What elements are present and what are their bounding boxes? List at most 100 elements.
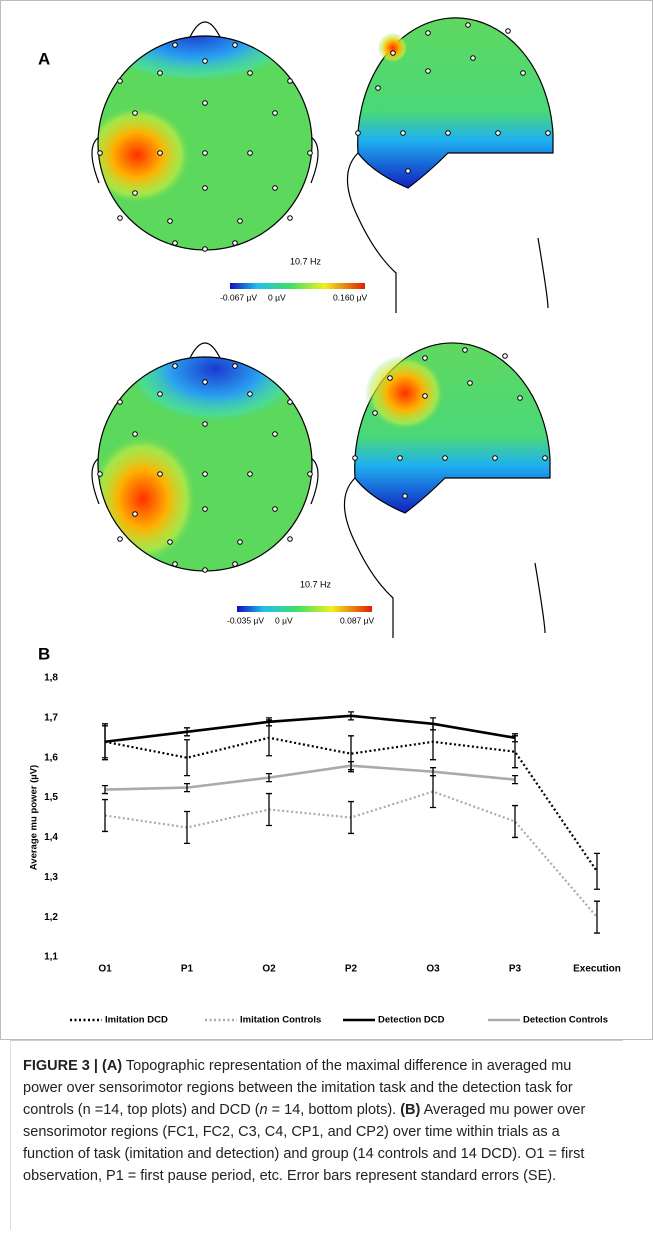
error-bar	[184, 739, 190, 777]
electrode	[157, 391, 163, 397]
electrode	[132, 110, 138, 116]
topomap	[98, 357, 312, 571]
electrode	[492, 455, 498, 461]
error-bar	[102, 798, 108, 833]
electrode	[172, 363, 178, 369]
x-tick-label: P3	[509, 964, 522, 975]
x-tick-label: Execution	[573, 964, 621, 975]
colorbar-label: 0.087 µV	[340, 615, 375, 625]
error-bar	[430, 767, 436, 777]
electrode	[157, 150, 163, 156]
ear	[310, 136, 319, 184]
y-tick-label: 1,4	[44, 832, 58, 843]
error-bar	[512, 775, 518, 785]
electrode	[172, 240, 178, 246]
error-bar	[102, 784, 108, 795]
colorbar-label: 0 µV	[275, 615, 293, 625]
x-tick-label: O1	[98, 964, 112, 975]
electrode	[355, 130, 361, 136]
electrode	[502, 353, 508, 359]
electrode	[422, 393, 428, 399]
neck-outline	[343, 477, 546, 638]
electrode	[202, 506, 208, 512]
electrode	[202, 58, 208, 64]
electrode	[247, 471, 253, 477]
electrode	[167, 218, 173, 224]
nose	[188, 21, 222, 40]
electrode	[157, 70, 163, 76]
error-bar	[430, 717, 436, 731]
electrode	[517, 395, 523, 401]
electrode	[232, 42, 238, 48]
y-tick-label: 1,3	[44, 872, 58, 883]
ear	[310, 457, 319, 505]
electrode	[202, 421, 208, 427]
error-bar	[348, 761, 354, 771]
error-bar	[184, 782, 190, 793]
electrode	[232, 240, 238, 246]
colorbar-label: -0.035 µV	[227, 615, 264, 625]
electrode	[157, 471, 163, 477]
y-tick-label: 1,7	[44, 712, 58, 723]
legend-label: Imitation Controls	[240, 1015, 321, 1026]
error-bar	[102, 723, 108, 761]
electrode	[202, 567, 208, 573]
error-bar	[348, 711, 354, 721]
electrode	[445, 130, 451, 136]
electrode	[117, 78, 123, 84]
electrode	[465, 22, 471, 28]
error-bar	[512, 733, 518, 743]
error-bar	[348, 800, 354, 835]
ear	[91, 457, 100, 505]
error-bar	[512, 804, 518, 839]
electrode	[390, 50, 396, 56]
electrode	[202, 246, 208, 252]
ear	[91, 136, 100, 184]
neck-outline	[346, 152, 549, 313]
caption-text: Topographic representation of the maxima…	[23, 1058, 573, 1118]
electrode	[272, 185, 278, 191]
electrode	[172, 561, 178, 567]
electrode	[397, 455, 403, 461]
y-tick-label: 1,1	[44, 952, 58, 963]
legend-label: Detection DCD	[378, 1015, 445, 1026]
caption-text: FIGURE 3 | (A)	[23, 1058, 123, 1074]
electrode	[375, 85, 381, 91]
y-tick-label: 1,2	[44, 912, 58, 923]
colorbar-label: -0.067 µV	[220, 292, 257, 302]
electrode	[470, 55, 476, 61]
electrode	[287, 399, 293, 405]
electrode	[232, 561, 238, 567]
side-map	[357, 17, 554, 189]
series-line	[104, 714, 516, 744]
error-bar	[266, 717, 272, 727]
hot-region	[365, 355, 445, 431]
electrode	[202, 185, 208, 191]
electrode	[247, 150, 253, 156]
x-tick-label: P1	[181, 964, 194, 975]
legend-label: Imitation DCD	[105, 1015, 168, 1026]
electrode	[542, 455, 548, 461]
electrode	[520, 70, 526, 76]
electrode	[442, 455, 448, 461]
x-tick-label: O2	[262, 964, 276, 975]
y-tick-label: 1,5	[44, 792, 58, 803]
electrode	[272, 506, 278, 512]
colorbar	[237, 606, 372, 612]
electrode	[387, 375, 393, 381]
hot-region	[378, 33, 408, 63]
colorbar-label: 0 µV	[268, 292, 286, 302]
electrode	[287, 536, 293, 542]
electrode	[505, 28, 511, 34]
electrode	[132, 431, 138, 437]
electrode	[202, 471, 208, 477]
panel-label: B	[38, 644, 50, 663]
caption-text: (B)	[400, 1102, 421, 1118]
colorbar	[230, 283, 365, 289]
electrode	[272, 110, 278, 116]
frequency-label: 10.7 Hz	[300, 579, 332, 589]
electrode	[97, 471, 103, 477]
electrode	[237, 218, 243, 224]
caption-text: Averaged mu power over sensorimotor regi…	[23, 1102, 586, 1184]
